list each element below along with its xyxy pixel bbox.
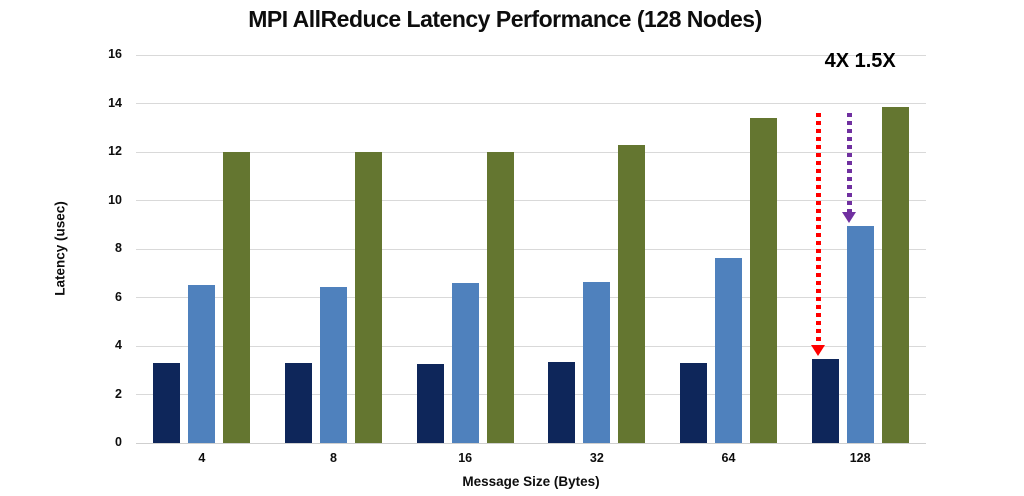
- plot-area: [136, 54, 926, 444]
- bar-medium-blue: [583, 281, 611, 443]
- gridline: [136, 151, 926, 153]
- bar-medium-blue: [714, 257, 742, 443]
- bar-medium-blue: [319, 286, 347, 443]
- annotation-label: 4X 1.5X: [824, 50, 896, 72]
- bar-dark-navy: [284, 362, 312, 443]
- gridline: [136, 54, 926, 56]
- y-tick-label: 12: [108, 144, 122, 158]
- y-tick-label: 0: [115, 435, 122, 449]
- gridline: [136, 442, 926, 444]
- gridline: [136, 248, 926, 250]
- bar-group: [399, 55, 531, 443]
- x-tick-label: 4: [198, 451, 206, 465]
- x-tick-label: 64: [721, 451, 736, 465]
- y-tick-label: 6: [115, 289, 122, 304]
- gridline: [136, 345, 926, 347]
- bar-group: [268, 55, 400, 443]
- bar-olive-green: [354, 152, 382, 443]
- bar-olive-green: [749, 118, 777, 443]
- bar-medium-blue: [188, 285, 216, 443]
- speedup-arrow-medium-blue: [846, 113, 852, 212]
- bar-group: [794, 55, 926, 443]
- bar-medium-blue: [846, 225, 874, 443]
- bar-group: [663, 55, 795, 443]
- bar-dark-navy: [679, 362, 707, 443]
- gridline: [136, 200, 926, 201]
- x-tick-label: 8: [330, 451, 337, 465]
- bar-dark-navy: [416, 364, 444, 443]
- gridline: [136, 103, 926, 104]
- bar-dark-navy: [153, 362, 181, 443]
- chart-title: MPI AllReduce Latency Performance (128 N…: [248, 6, 762, 32]
- speedup-arrow-dark-navy: [815, 113, 821, 346]
- x-axis-title: Message Size (Bytes): [462, 474, 600, 489]
- x-tick-label: 32: [589, 451, 604, 465]
- y-tick-label: 14: [108, 95, 122, 110]
- speedup-arrowhead-medium-blue: [842, 211, 857, 223]
- y-tick-label: 4: [115, 338, 122, 352]
- bar-medium-blue: [451, 282, 479, 443]
- bar-olive-green: [486, 152, 514, 443]
- bar-olive-green: [881, 107, 909, 443]
- x-tick-label: 128: [849, 451, 871, 465]
- bar-olive-green: [223, 152, 251, 443]
- bar-olive-green: [618, 144, 646, 443]
- y-tick-label: 10: [108, 192, 122, 207]
- gridline: [136, 394, 926, 395]
- y-tick-label: 2: [115, 386, 122, 401]
- bar-group: [531, 55, 663, 443]
- bar-dark-navy: [811, 359, 839, 443]
- bar-group: [136, 55, 268, 443]
- speedup-arrowhead-dark-navy: [811, 345, 826, 357]
- x-tick-label: 16: [458, 451, 473, 465]
- y-axis-title: Latency (usec): [52, 201, 68, 296]
- gridline: [136, 297, 926, 298]
- y-tick-label: 16: [108, 47, 122, 61]
- y-tick-label: 8: [115, 241, 122, 255]
- bar-dark-navy: [548, 361, 576, 443]
